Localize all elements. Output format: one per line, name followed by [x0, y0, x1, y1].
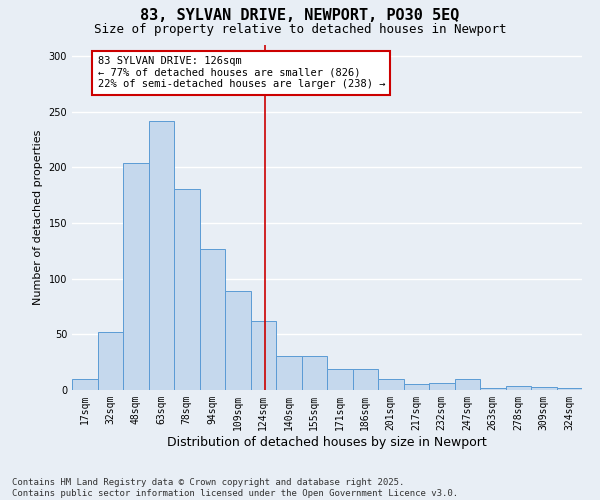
- Bar: [251, 321, 276, 390]
- Bar: [505, 386, 531, 390]
- Bar: [276, 356, 302, 390]
- Bar: [302, 356, 327, 390]
- Bar: [72, 379, 97, 390]
- Text: 83, SYLVAN DRIVE, NEWPORT, PO30 5EQ: 83, SYLVAN DRIVE, NEWPORT, PO30 5EQ: [140, 8, 460, 22]
- X-axis label: Distribution of detached houses by size in Newport: Distribution of detached houses by size …: [167, 436, 487, 448]
- Bar: [557, 388, 582, 390]
- Bar: [327, 369, 353, 390]
- Text: Size of property relative to detached houses in Newport: Size of property relative to detached ho…: [94, 22, 506, 36]
- Bar: [353, 369, 378, 390]
- Bar: [149, 120, 174, 390]
- Bar: [455, 379, 480, 390]
- Bar: [404, 384, 429, 390]
- Bar: [97, 332, 123, 390]
- Bar: [531, 386, 557, 390]
- Bar: [199, 248, 225, 390]
- Bar: [429, 384, 455, 390]
- Bar: [480, 388, 505, 390]
- Bar: [174, 188, 199, 390]
- Bar: [225, 291, 251, 390]
- Text: 83 SYLVAN DRIVE: 126sqm
← 77% of detached houses are smaller (826)
22% of semi-d: 83 SYLVAN DRIVE: 126sqm ← 77% of detache…: [97, 56, 385, 90]
- Bar: [123, 163, 149, 390]
- Bar: [378, 379, 404, 390]
- Y-axis label: Number of detached properties: Number of detached properties: [33, 130, 43, 305]
- Text: Contains HM Land Registry data © Crown copyright and database right 2025.
Contai: Contains HM Land Registry data © Crown c…: [12, 478, 458, 498]
